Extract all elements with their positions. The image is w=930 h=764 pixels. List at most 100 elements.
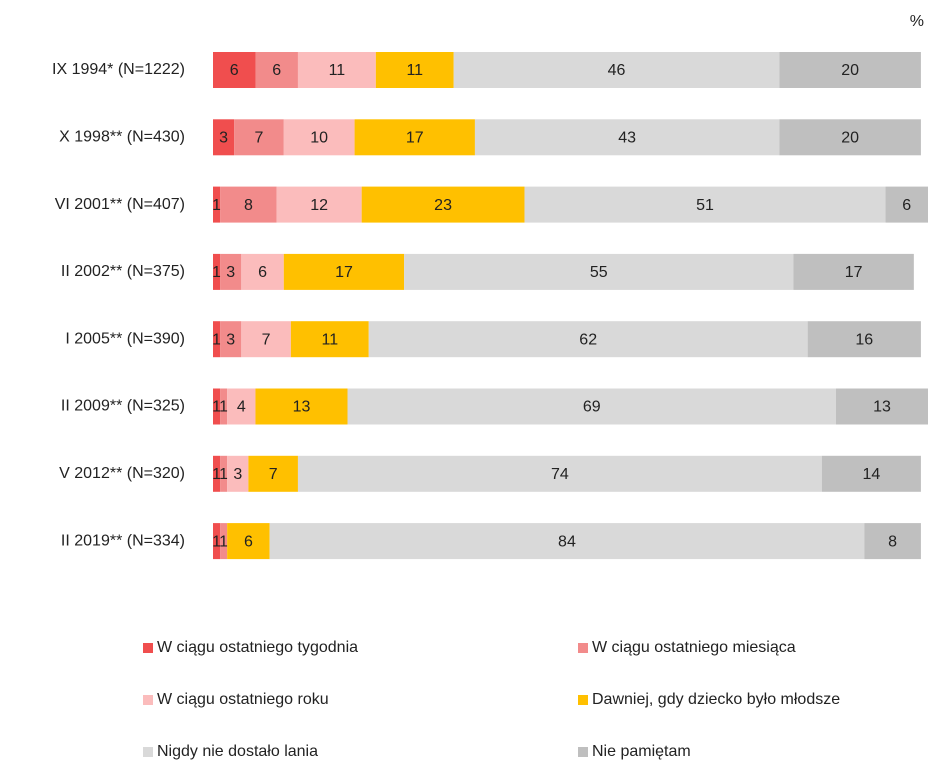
value-label: 1 xyxy=(212,399,221,416)
bar-segment xyxy=(453,52,780,88)
bar-segment xyxy=(220,388,228,425)
value-label: 55 xyxy=(590,264,608,281)
bar-segment xyxy=(347,388,836,425)
bar-segment xyxy=(220,455,228,492)
value-label: 1 xyxy=(212,264,221,281)
category-label: I 2005** (N=390) xyxy=(65,330,185,347)
bar-segment xyxy=(524,186,886,223)
bar-segment xyxy=(276,186,362,223)
bar-segment xyxy=(779,119,921,156)
legend-label: W ciągu ostatniego tygodnia xyxy=(157,639,358,656)
bar-segment xyxy=(220,186,277,223)
value-label: 4 xyxy=(237,399,246,416)
value-label: 84 xyxy=(558,533,576,550)
value-label: 1 xyxy=(212,331,221,348)
bar-segment xyxy=(375,52,454,88)
value-label: 11 xyxy=(322,331,339,348)
bar-segment xyxy=(255,388,348,425)
legend-swatch xyxy=(143,747,153,757)
category-label: II 2002** (N=375) xyxy=(61,263,185,280)
value-label: 46 xyxy=(608,62,626,79)
value-label: 20 xyxy=(841,62,859,79)
bar-segment xyxy=(220,253,242,290)
category-label: IX 1994* (N=1222) xyxy=(52,61,185,78)
bar-segment xyxy=(793,253,914,290)
bar-segment xyxy=(283,253,405,290)
value-label: 8 xyxy=(244,197,253,214)
bar-segment xyxy=(213,455,221,492)
bar-segment xyxy=(297,455,822,492)
value-label: 17 xyxy=(845,264,863,281)
bar-segment xyxy=(269,523,865,560)
bar-segment xyxy=(220,321,242,358)
value-label: 14 xyxy=(862,466,880,483)
bar-segment xyxy=(241,321,291,358)
unit-label: % xyxy=(910,13,924,30)
legend-label: W ciągu ostatniego miesiąca xyxy=(592,639,796,656)
legend-label: Nie pamiętam xyxy=(592,743,691,760)
legend-swatch xyxy=(143,643,153,653)
category-label: V 2012** (N=320) xyxy=(59,465,185,482)
bar-segment xyxy=(283,119,355,156)
value-label: 1 xyxy=(219,399,228,416)
bar-segment xyxy=(807,321,921,358)
value-label: 11 xyxy=(406,62,423,79)
value-label: 3 xyxy=(233,466,242,483)
bar-segment xyxy=(885,186,928,223)
value-label: 7 xyxy=(269,466,278,483)
value-label: 62 xyxy=(579,331,597,348)
bar-segment xyxy=(354,119,475,156)
bar-segment xyxy=(213,52,256,88)
value-label: 1 xyxy=(212,533,221,550)
value-label: 3 xyxy=(226,264,235,281)
legend-swatch xyxy=(578,747,588,757)
value-label: 1 xyxy=(212,197,221,214)
bar-segment xyxy=(297,52,376,88)
legend-swatch xyxy=(578,695,588,705)
bar-segment xyxy=(864,523,921,560)
value-label: 6 xyxy=(258,264,267,281)
value-label: 7 xyxy=(262,331,271,348)
value-label: 17 xyxy=(335,264,353,281)
value-label: 6 xyxy=(244,533,253,550)
bar-segment xyxy=(220,523,228,560)
value-label: 20 xyxy=(841,130,859,147)
bar-segment xyxy=(368,321,808,358)
legend-swatch xyxy=(143,695,153,705)
value-label: 11 xyxy=(329,62,346,79)
bar-segment xyxy=(248,455,298,492)
value-label: 12 xyxy=(310,197,328,214)
bar-segment xyxy=(213,523,221,560)
value-label: 6 xyxy=(272,62,281,79)
bar-segment xyxy=(213,119,235,156)
bar-segment xyxy=(821,455,921,492)
value-label: 74 xyxy=(551,466,569,483)
bar-segment xyxy=(361,186,525,223)
value-label: 7 xyxy=(255,130,264,147)
category-label: II 2019** (N=334) xyxy=(61,532,185,549)
value-label: 51 xyxy=(696,197,714,214)
bar-segment xyxy=(779,52,921,88)
value-label: 69 xyxy=(583,399,601,416)
legend-label: Dawniej, gdy dziecko było młodsze xyxy=(592,691,840,708)
bar-segment xyxy=(213,253,221,290)
category-label: X 1998** (N=430) xyxy=(59,129,185,146)
value-label: 1 xyxy=(212,466,221,483)
value-label: 16 xyxy=(855,331,873,348)
value-label: 3 xyxy=(219,130,228,147)
value-label: 23 xyxy=(434,197,452,214)
bar-segment xyxy=(234,119,284,156)
value-label: 43 xyxy=(618,130,636,147)
bar-segment xyxy=(835,388,928,425)
value-label: 3 xyxy=(226,331,235,348)
value-label: 1 xyxy=(219,533,228,550)
bar-segment xyxy=(241,253,284,290)
category-label: II 2009** (N=325) xyxy=(61,398,185,415)
bar-segment xyxy=(474,119,780,156)
bar-segment xyxy=(227,523,270,560)
legend-swatch xyxy=(578,643,588,653)
value-label: 10 xyxy=(310,130,328,147)
value-label: 6 xyxy=(902,197,911,214)
bar-segment xyxy=(227,455,249,492)
